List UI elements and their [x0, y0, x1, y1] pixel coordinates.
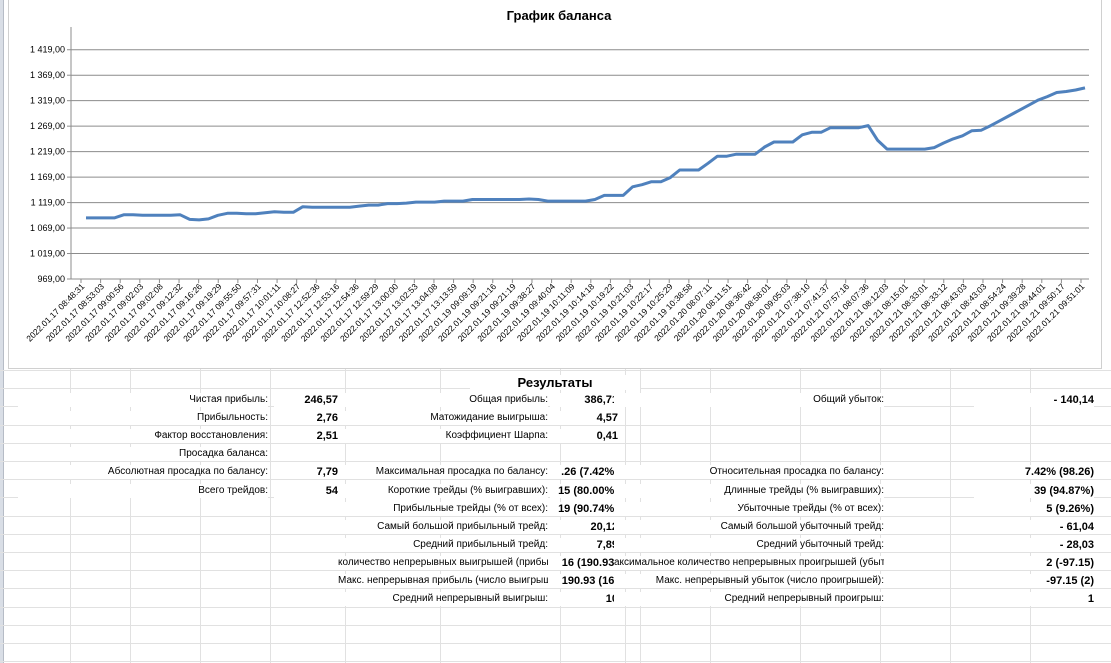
grid-row-line	[0, 661, 1111, 662]
y-tick-label: 1 369,00	[30, 70, 65, 80]
grid-row-line	[0, 425, 1111, 426]
grid-row-line	[0, 570, 1111, 571]
grid-row-line	[0, 588, 1111, 589]
result-value[interactable]: - 28,03	[974, 537, 1094, 552]
grid-row-line	[0, 461, 1111, 462]
result-label[interactable]: Прибыльные трейды (% от всех):	[338, 501, 548, 516]
result-label[interactable]: Средний убыточный трейд:	[614, 537, 884, 552]
result-value[interactable]: 39 (94.87%)	[974, 483, 1094, 498]
result-value[interactable]: 4,57	[550, 411, 618, 426]
result-value[interactable]: 10	[550, 592, 618, 607]
y-tick-label: 1 119,00	[31, 198, 65, 208]
result-value[interactable]: 2 (-97.15)	[974, 555, 1094, 570]
result-value[interactable]: .26 (7.42%)	[550, 465, 618, 480]
result-label[interactable]: аксимальное количество непрерывных проиг…	[614, 555, 884, 570]
result-value[interactable]: 1	[974, 592, 1094, 607]
result-label[interactable]: Средний непрерывный проигрыш:	[614, 592, 884, 607]
balance-chart[interactable]: График баланса 969,00 1 019,00 1 069,00 1 1…	[8, 0, 1102, 369]
grid-row-line	[0, 497, 1111, 498]
result-label[interactable]: Убыточные трейды (% от всех):	[614, 501, 884, 516]
grid-row-line	[0, 370, 1111, 371]
result-value[interactable]: 19 (90.74%)	[550, 501, 618, 516]
result-label[interactable]: Чистая прибыль:	[18, 393, 268, 407]
grid-row-line	[0, 607, 1111, 608]
result-label[interactable]: Длинные трейды (% выигравших):	[614, 483, 884, 498]
result-label[interactable]: Средний прибыльный трейд:	[338, 537, 548, 552]
result-label[interactable]: Самый большой убыточный трейд:	[614, 519, 884, 534]
result-label[interactable]: Короткие трейды (% выигравших):	[338, 483, 548, 498]
result-value[interactable]: 5 (9.26%)	[974, 501, 1094, 516]
result-label[interactable]: количество непрерывных выигрышей (прибыл…	[338, 555, 548, 570]
grid-row-line	[0, 534, 1111, 535]
result-label[interactable]: Общий убыток:	[614, 393, 884, 407]
grid-row-line	[0, 643, 1111, 644]
result-value[interactable]: 20,12	[550, 519, 618, 534]
y-tick-label: 969,00	[37, 274, 65, 284]
y-tick-label: 1 169,00	[30, 172, 65, 182]
result-label[interactable]: Всего трейдов:	[18, 483, 268, 498]
row-header-strip[interactable]	[0, 0, 4, 663]
result-value[interactable]: -97.15 (2)	[974, 574, 1094, 588]
result-value[interactable]: 2,51	[274, 429, 338, 444]
y-tick-label: 1 019,00	[30, 249, 65, 259]
result-value[interactable]: 54	[274, 483, 338, 498]
chart-plot: 969,00 1 019,00 1 069,00 1 119,00 1 169,00 1 …	[24, 27, 1089, 344]
result-value[interactable]: 190.93 (16)	[550, 574, 618, 588]
result-value[interactable]: 15 (80.00%)	[550, 483, 618, 498]
result-label[interactable]: Самый большой прибыльный трейд:	[338, 519, 548, 534]
result-value[interactable]: 0,41	[550, 429, 618, 444]
result-label[interactable]: Относительная просадка по балансу:	[614, 465, 884, 480]
y-tick-label: 1 269,00	[30, 121, 65, 131]
result-value[interactable]: 7,89	[550, 537, 618, 552]
grid-row-line	[0, 625, 1111, 626]
result-label[interactable]: Общая прибыль:	[338, 393, 548, 407]
chart-title: График баланса	[506, 8, 612, 23]
result-label[interactable]: Максимальная просадка по балансу:	[338, 465, 548, 480]
balance-series-line	[86, 86, 1086, 222]
grid-row-line	[0, 516, 1111, 517]
y-tick-label: 1 069,00	[30, 223, 65, 233]
results-title: Результаты	[470, 375, 640, 390]
result-value[interactable]: - 140,14	[974, 393, 1094, 407]
y-tick-label: 1 219,00	[30, 147, 65, 157]
result-label[interactable]: Коэффициент Шарпа:	[338, 429, 548, 444]
result-value[interactable]: 7,79	[274, 465, 338, 480]
result-label[interactable]: Прибыльность:	[18, 411, 268, 426]
result-label[interactable]: Средний непрерывный выигрыш:	[338, 592, 548, 607]
result-value[interactable]: - 61,04	[974, 519, 1094, 534]
result-label[interactable]: Абсолютная просадка по балансу:	[18, 465, 268, 480]
y-tick-label: 1 419,00	[30, 45, 65, 55]
y-tick-label: 1 319,00	[30, 96, 65, 106]
grid-row-line	[0, 443, 1111, 444]
result-label[interactable]: Просадка баланса:	[18, 447, 268, 462]
result-value[interactable]: 246,57	[274, 393, 338, 407]
result-value[interactable]: 2,76	[274, 411, 338, 426]
result-label[interactable]: Макс. непрерывный убыток (число проигрыш…	[614, 574, 884, 588]
result-value[interactable]: 16 (190.93)	[550, 555, 618, 570]
grid-row-line	[0, 479, 1111, 480]
result-label[interactable]: Фактор восстановления:	[18, 429, 268, 444]
result-label[interactable]: Матожидание выигрыша:	[338, 411, 548, 426]
grid-row-line	[0, 552, 1111, 553]
result-value[interactable]: 7.42% (98.26)	[974, 465, 1094, 480]
result-label[interactable]: Макс. непрерывная прибыль (число выигрыш…	[338, 574, 548, 588]
result-value[interactable]: 386,71	[550, 393, 618, 407]
